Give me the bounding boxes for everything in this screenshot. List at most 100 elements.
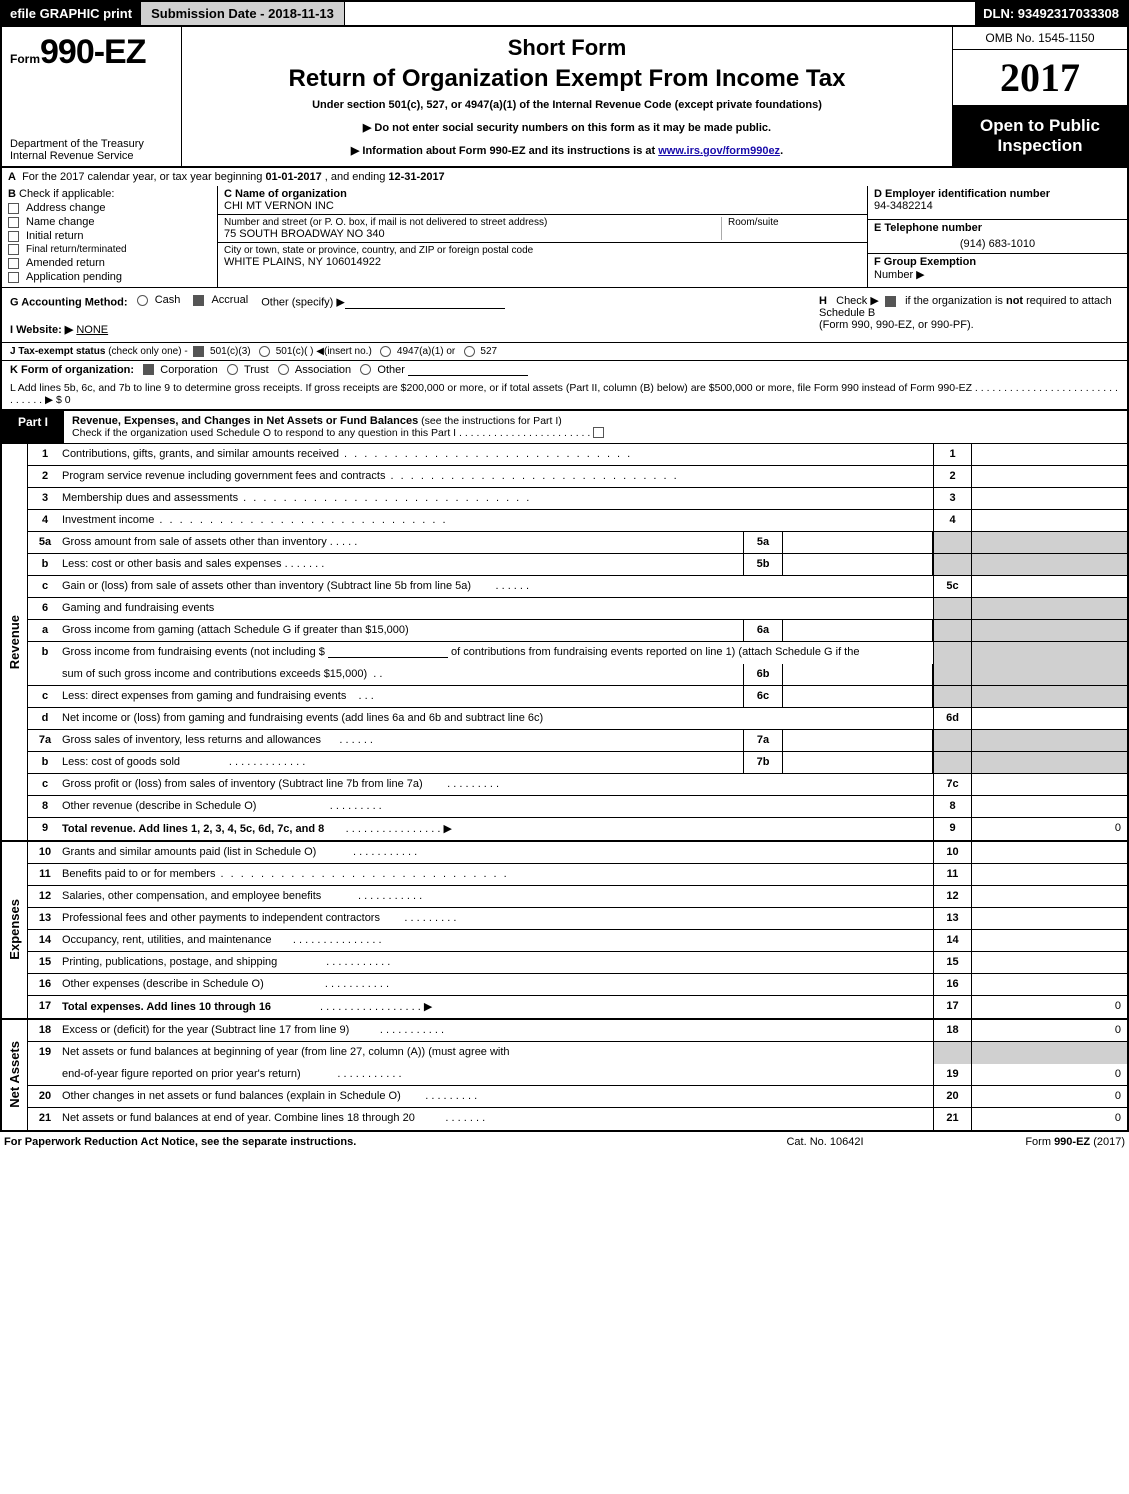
instructions-link[interactable]: www.irs.gov/form990ez [658,145,780,157]
f-label: F Group Exemption [874,256,976,268]
line-12-rbox: 12 [933,886,971,907]
j-501c-radio[interactable] [259,346,270,357]
line-5b: b Less: cost or other basis and sales ex… [28,554,1127,576]
line-6c-rval [971,686,1127,707]
j-4947-radio[interactable] [380,346,391,357]
line-6c-sval[interactable] [783,686,933,707]
g-other-field[interactable] [345,297,505,309]
chk-amended-return[interactable]: Amended return [8,257,211,269]
j-527-radio[interactable] [464,346,475,357]
radio-accrual-label: Accrual [211,294,248,306]
k-trust-radio[interactable] [227,364,238,375]
line-7b-sval[interactable] [783,752,933,773]
line-3: 3 Membership dues and assessments 3 [28,488,1127,510]
line-12: 12 Salaries, other compensation, and emp… [28,886,1127,908]
line-20-rval: 0 [971,1086,1127,1107]
i-value: NONE [76,324,108,336]
j-501c3-check[interactable] [193,346,204,357]
line-5c-num: c [28,576,62,597]
line-5a: 5a Gross amount from sale of assets othe… [28,532,1127,554]
chk-name-change[interactable]: Name change [8,216,211,228]
line-5b-desc: Less: cost or other basis and sales expe… [62,554,743,575]
k-other-radio[interactable] [360,364,371,375]
line-7a-sbox: 7a [743,730,783,751]
line-5a-text: Gross amount from sale of assets other t… [62,536,327,548]
j-o1: 501(c)(3) [210,346,251,357]
line-7c-rval[interactable] [971,774,1127,795]
line-20-num: 20 [28,1086,62,1107]
line-13-num: 13 [28,908,62,929]
line-2-rval[interactable] [971,466,1127,487]
line-5c-text: Gain or (loss) from sale of assets other… [62,580,471,592]
line-11-rval[interactable] [971,864,1127,885]
line-18-rbox: 18 [933,1020,971,1041]
line-4: 4 Investment income 4 [28,510,1127,532]
k-other-field[interactable] [408,364,528,376]
line-6a-rval [971,620,1127,641]
line-15-rval[interactable] [971,952,1127,973]
line-19-text2: end-of-year figure reported on prior yea… [62,1068,301,1080]
j-o4: 527 [480,346,497,357]
line-3-rval[interactable] [971,488,1127,509]
line-4-desc: Investment income [62,510,933,531]
line-14: 14 Occupancy, rent, utilities, and maint… [28,930,1127,952]
chk-final-return[interactable]: Final return/terminated [8,244,211,255]
e-value: (914) 683-1010 [874,238,1121,250]
line-1-rval[interactable] [971,444,1127,465]
part1-title: Revenue, Expenses, and Changes in Net As… [72,415,418,427]
revenue-vlabel-text: Revenue [7,615,22,669]
line-6b-sval[interactable] [783,664,933,685]
line-14-rval[interactable] [971,930,1127,951]
k-assoc-radio[interactable] [278,364,289,375]
line-6d-rbox: 6d [933,708,971,729]
line-6a-sval[interactable] [783,620,933,641]
chk-initial-return[interactable]: Initial return [8,230,211,242]
line-5a-rbox [933,532,971,553]
line-12-rval[interactable] [971,886,1127,907]
part1-bar: Part I Revenue, Expenses, and Changes in… [0,411,1129,444]
line-1: 1 Contributions, gifts, grants, and simi… [28,444,1127,466]
line-4-rval[interactable] [971,510,1127,531]
line-2: 2 Program service revenue including gove… [28,466,1127,488]
line-5c-rval[interactable] [971,576,1127,597]
line-6-rval [971,598,1127,619]
line-5b-sval[interactable] [783,554,933,575]
line-5a-sval[interactable] [783,532,933,553]
j-o2ins: ◀(insert no.) [316,346,371,357]
line-6b2-rval [971,664,1127,685]
line-5b-text: Less: cost or other basis and sales expe… [62,558,282,570]
h-checkbox[interactable] [885,296,896,307]
k-corp-check[interactable] [143,364,154,375]
c-addr-value: 75 SOUTH BROADWAY NO 340 [224,228,721,240]
part1-checkbox[interactable] [593,427,604,438]
line-13-rval[interactable] [971,908,1127,929]
line-15: 15 Printing, publications, postage, and … [28,952,1127,974]
l-text: L Add lines 5b, 6c, and 7b to line 9 to … [10,382,1118,406]
radio-accrual[interactable]: Accrual [193,294,248,306]
line-5c: c Gain or (loss) from sale of assets oth… [28,576,1127,598]
e-row: E Telephone number (914) 683-1010 [868,220,1127,254]
chk-application-pending[interactable]: Application pending [8,271,211,283]
chk-address-change[interactable]: Address change [8,202,211,214]
line-6b-desc1: Gross income from fundraising events (no… [62,642,933,664]
radio-cash[interactable]: Cash [137,294,181,306]
line-6d-rval[interactable] [971,708,1127,729]
line-8-rbox: 8 [933,796,971,817]
netassets-vlabel-text: Net Assets [7,1041,22,1108]
block-bcdef: B Check if applicable: Address change Na… [0,186,1129,288]
line-6b-2: sum of such gross income and contributio… [28,664,1127,686]
tax-year: 2017 [953,50,1127,106]
line-6d-num: d [28,708,62,729]
line-10-rval[interactable] [971,842,1127,863]
line-19-rval: 0 [971,1064,1127,1085]
line-13-rbox: 13 [933,908,971,929]
line-6b-text2: sum of such gross income and contributio… [62,668,367,680]
chk-name-change-label: Name change [26,216,95,228]
line-6b-amount-field[interactable] [328,646,448,658]
line-8-rval[interactable] [971,796,1127,817]
line-16-rval[interactable] [971,974,1127,995]
line-16: 16 Other expenses (describe in Schedule … [28,974,1127,996]
chk-amended-return-label: Amended return [26,257,105,269]
line-6a-rbox [933,620,971,641]
line-7a-sval[interactable] [783,730,933,751]
